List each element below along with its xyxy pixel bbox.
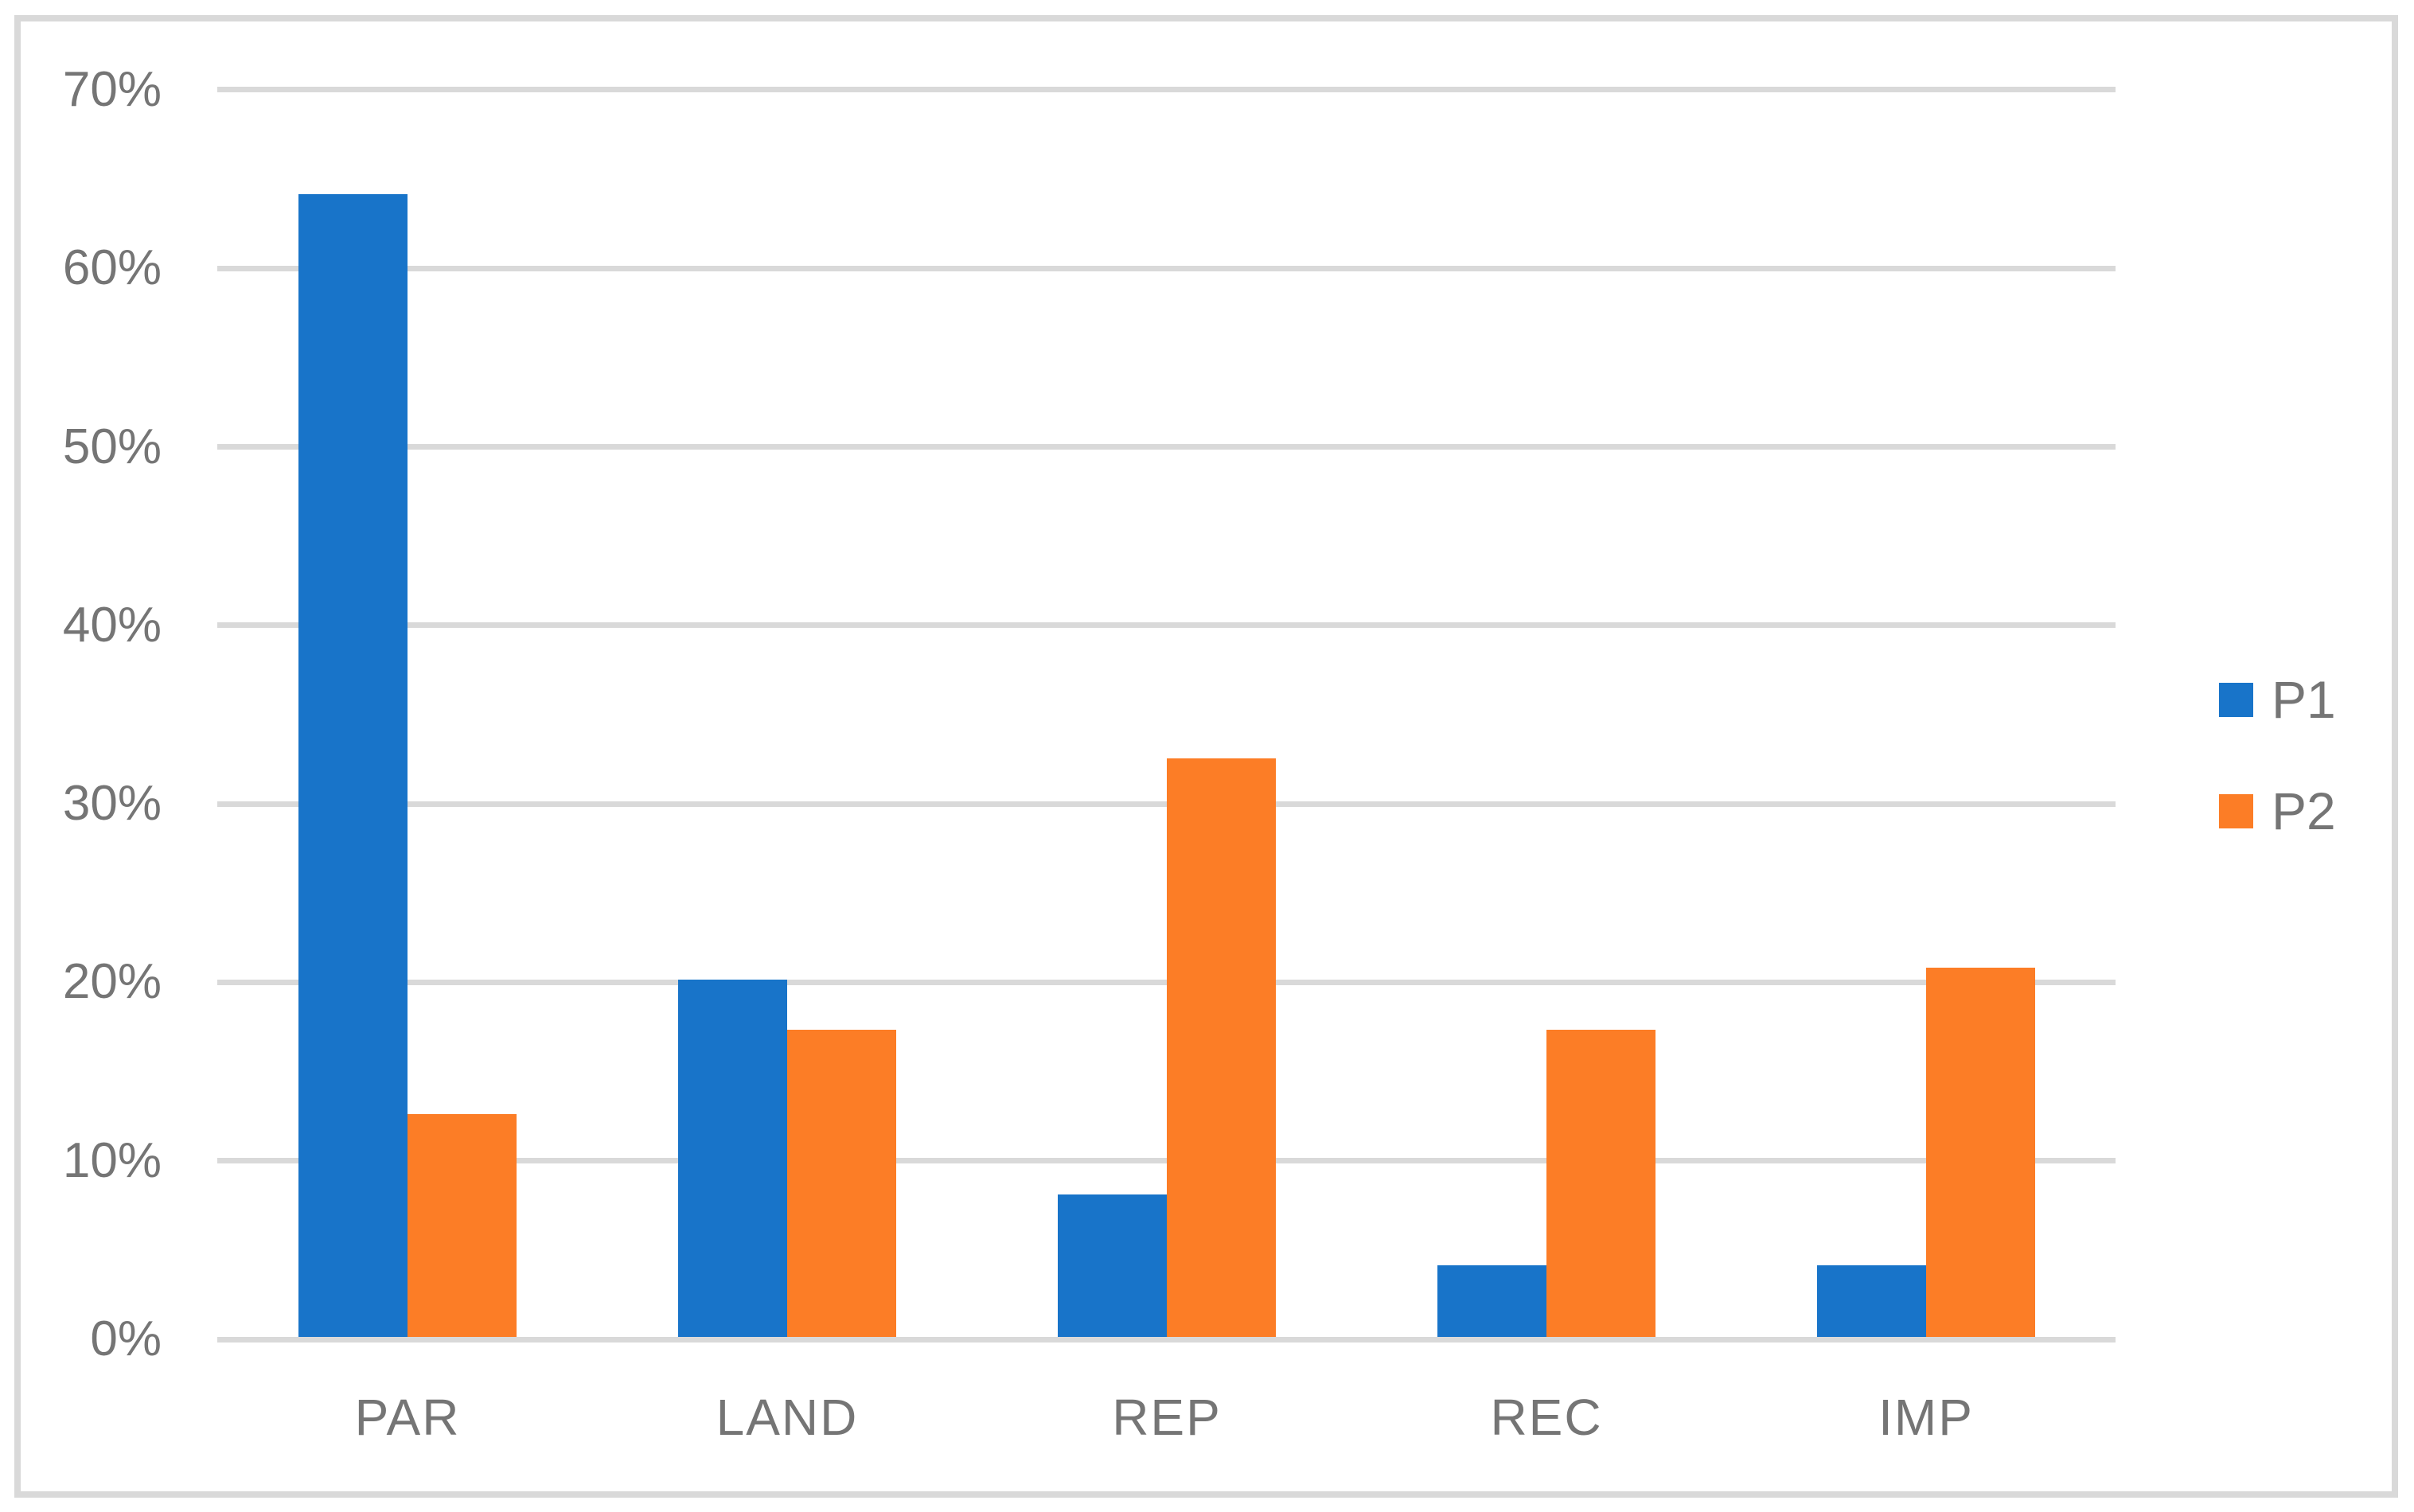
bar-p1-imp xyxy=(1817,1265,1926,1337)
bar-p1-land xyxy=(678,980,787,1337)
legend-label-p1: P1 xyxy=(2272,670,2336,729)
legend-label-p2: P2 xyxy=(2272,781,2336,840)
gridline-0pct xyxy=(217,1337,2116,1342)
gridline-50pct xyxy=(217,444,2116,450)
bar-p1-rep xyxy=(1058,1194,1167,1337)
y-axis-tick-label: 50% xyxy=(62,419,162,474)
bar-p1-rec xyxy=(1437,1265,1546,1337)
y-axis-tick-label: 70% xyxy=(62,62,162,117)
y-axis-tick-label: 20% xyxy=(62,954,162,1009)
legend-item-p2: P2 xyxy=(2219,781,2336,840)
x-axis-category-label-imp: IMP xyxy=(1878,1389,1974,1446)
bar-p2-par xyxy=(408,1114,517,1337)
x-axis-category-label-rep: REP xyxy=(1112,1389,1222,1446)
y-axis-tick-label: 0% xyxy=(90,1311,162,1366)
bar-p2-rec xyxy=(1546,1030,1655,1337)
gridline-40pct xyxy=(217,622,2116,628)
x-axis-category-label-par: PAR xyxy=(354,1389,461,1446)
x-axis-category-label-land: LAND xyxy=(716,1389,859,1446)
gridline-70pct xyxy=(217,87,2116,92)
y-axis-tick-label: 10% xyxy=(62,1133,162,1188)
legend-swatch-p2-icon xyxy=(2219,794,2253,828)
legend-swatch-p1-icon xyxy=(2219,683,2253,717)
y-axis-tick-label: 30% xyxy=(62,776,162,831)
x-axis-category-label-rec: REC xyxy=(1490,1389,1603,1446)
gridline-60pct xyxy=(217,266,2116,271)
gridline-30pct xyxy=(217,801,2116,807)
legend-item-p1: P1 xyxy=(2219,670,2336,729)
gridline-20pct xyxy=(217,980,2116,985)
bar-p2-land xyxy=(787,1030,896,1337)
gridline-10pct xyxy=(217,1158,2116,1163)
y-axis-tick-label: 40% xyxy=(62,598,162,653)
bar-p2-rep xyxy=(1167,758,1276,1337)
bar-p1-par xyxy=(298,194,408,1337)
y-axis-tick-label: 60% xyxy=(62,240,162,295)
chart-outer-border xyxy=(14,15,2398,1498)
bar-p2-imp xyxy=(1926,968,2035,1337)
